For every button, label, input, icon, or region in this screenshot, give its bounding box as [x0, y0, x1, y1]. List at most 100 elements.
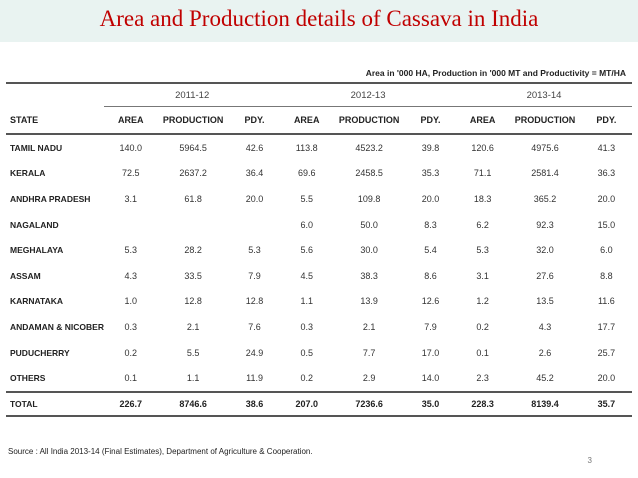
- column-header-pdy: PDY.: [580, 106, 632, 135]
- production-cell: 7236.6: [333, 390, 405, 417]
- column-header-pdy: PDY.: [404, 106, 457, 135]
- production-cell: 2.9: [362, 373, 376, 384]
- pdy-cell: 6.0: [600, 245, 613, 256]
- pdy-cell: 20.0: [421, 193, 440, 204]
- area-cell: 1.1: [300, 296, 313, 307]
- production-cell: 61.8: [184, 193, 202, 204]
- production-cell: 30.0: [360, 245, 378, 256]
- table-row: ANDHRA PRADESH 3.1 61.8 20.0 5.5 109.8 20.0 18.…: [6, 186, 632, 212]
- column-header-state: STATE: [6, 106, 105, 135]
- area-cell: 3.1: [476, 270, 489, 281]
- pdy-cell: 5.4: [424, 245, 437, 256]
- production-cell: 2.1: [362, 321, 376, 332]
- production-cell: 2581.4: [531, 168, 559, 179]
- area-cell: 4.5: [300, 270, 313, 281]
- pdy-cell: 35.3: [421, 168, 440, 179]
- area-cell: 5.6: [300, 245, 313, 256]
- table-body: TAMIL NADU 140.0 5964.5 42.6 113.8 4523.2 39.8…: [6, 134, 632, 417]
- production-cell: 13.9: [360, 296, 378, 307]
- year-header: 2013-14: [456, 82, 632, 107]
- pdy-cell: 8.3: [424, 219, 437, 230]
- area-cell: 18.3: [473, 193, 492, 204]
- area-cell: [104, 212, 157, 238]
- production-cell: 27.6: [536, 270, 554, 281]
- table-row: ANDAMAN & NICOBER 0.3 2.1 7.6 0.3 2.1 7.9 0.2 4.…: [6, 314, 632, 340]
- area-cell: 0.3: [300, 321, 313, 332]
- area-cell: 0.2: [476, 321, 489, 332]
- area-cell: 0.3: [124, 321, 138, 332]
- column-header-area: AREA: [280, 106, 334, 135]
- production-cell: 109.8: [357, 193, 381, 204]
- column-header-row: STATE AREA PRODUCTION PDY. AREA PRODUCTI…: [6, 106, 632, 135]
- table-row: TAMIL NADU 140.0 5964.5 42.6 113.8 4523.2 39.8…: [6, 134, 632, 161]
- area-cell: 5.3: [124, 245, 138, 256]
- column-header-production: PRODUCTION: [157, 106, 229, 135]
- area-cell: 6.0: [300, 219, 313, 230]
- pdy-cell: 5.3: [248, 245, 261, 256]
- production-cell: 1.1: [186, 373, 200, 384]
- slide-title: Area and Production details of Cassava i…: [99, 6, 539, 31]
- production-cell: 8139.4: [509, 390, 581, 417]
- year-header: 2011-12: [104, 82, 281, 107]
- column-header-area: AREA: [456, 106, 510, 135]
- production-cell: 50.0: [360, 219, 378, 230]
- table-row: KARNATAKA 1.0 12.8 12.8 1.1 13.9 12.6 1.2 13.5 11…: [6, 289, 632, 315]
- data-table-container: 2011-12 2012-13 2013-14 STATE AREA PRODU…: [6, 82, 632, 417]
- title-band: [0, 0, 638, 42]
- area-cell: 71.1: [473, 168, 492, 179]
- pdy-cell: 17.7: [597, 321, 616, 332]
- pdy-cell: 36.4: [245, 168, 264, 179]
- state-cell: NAGALAND: [10, 219, 59, 230]
- year-header-row: 2011-12 2012-13 2013-14: [6, 82, 632, 107]
- state-cell: MEGHALAYA: [10, 245, 64, 256]
- area-cell: 4.3: [124, 270, 138, 281]
- pdy-cell: 39.8: [421, 142, 440, 153]
- area-cell: 5.5: [300, 193, 313, 204]
- table-row: PUDUCHERRY 0.2 5.5 24.9 0.5 7.7 17.0 0.1 2.6 25.7: [6, 340, 632, 366]
- pdy-cell: 7.6: [248, 321, 261, 332]
- pdy-cell: 24.9: [245, 347, 264, 358]
- column-header-production: PRODUCTION: [333, 106, 405, 135]
- source-note: Source : All India 2013-14 (Final Estima…: [8, 447, 313, 456]
- pdy-cell: 7.9: [248, 270, 261, 281]
- state-cell: TOTAL: [6, 390, 105, 417]
- pdy-cell: 11.6: [597, 296, 615, 307]
- cassava-data-table: 2011-12 2012-13 2013-14 STATE AREA PRODU…: [6, 82, 632, 417]
- state-cell: KERALA: [10, 168, 46, 179]
- production-cell: 2458.5: [355, 168, 383, 179]
- production-cell: 45.2: [536, 373, 554, 384]
- pdy-cell: [229, 212, 280, 238]
- state-cell: ANDHRA PRADESH: [10, 193, 91, 204]
- pdy-cell: 42.6: [245, 142, 264, 153]
- pdy-cell: 8.8: [600, 270, 613, 281]
- production-cell: 28.2: [184, 245, 202, 256]
- page-number: 3: [587, 456, 592, 465]
- area-cell: 140.0: [119, 142, 143, 153]
- production-cell: 33.5: [184, 270, 202, 281]
- area-cell: 2.3: [476, 373, 489, 384]
- area-cell: 1.2: [476, 296, 489, 307]
- area-cell: 0.1: [476, 347, 489, 358]
- state-cell: KARNATAKA: [10, 296, 64, 307]
- table-row: MEGHALAYA 5.3 28.2 5.3 5.6 30.0 5.4 5.3 32.0 6.0: [6, 237, 632, 263]
- pdy-cell: 17.0: [421, 347, 440, 358]
- area-cell: 207.0: [280, 390, 334, 417]
- production-cell: 32.0: [536, 245, 554, 256]
- production-cell: 2637.2: [179, 168, 207, 179]
- production-cell: 4.3: [538, 321, 552, 332]
- pdy-cell: 35.0: [404, 390, 457, 417]
- pdy-cell: 20.0: [597, 193, 616, 204]
- area-cell: 0.2: [300, 373, 313, 384]
- total-row: TOTAL 226.7 8746.6 38.6 207.0 7236.6 35.0 228.3…: [6, 390, 632, 417]
- pdy-cell: 12.6: [421, 296, 440, 307]
- year-header-blank: [6, 82, 105, 107]
- state-cell: PUDUCHERRY: [10, 347, 70, 358]
- pdy-cell: 38.6: [228, 390, 281, 417]
- column-header-area: AREA: [104, 106, 158, 135]
- pdy-cell: 36.3: [597, 168, 616, 179]
- column-header-production: PRODUCTION: [509, 106, 581, 135]
- production-cell: 38.3: [360, 270, 378, 281]
- pdy-cell: 20.0: [597, 373, 616, 384]
- production-cell: 8746.6: [157, 390, 229, 417]
- production-cell: 5.5: [186, 347, 200, 358]
